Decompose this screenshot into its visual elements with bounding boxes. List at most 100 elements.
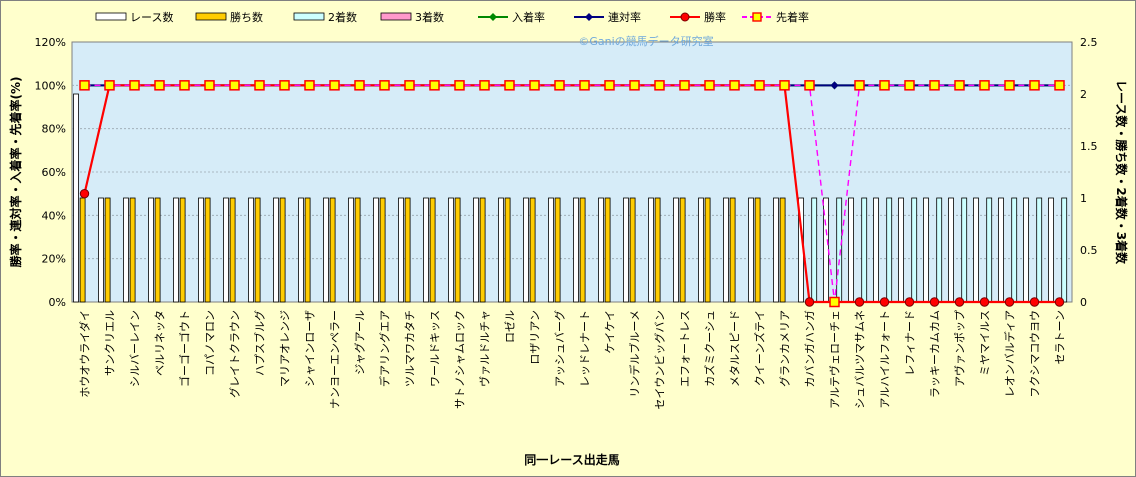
x-tick-label: ラッキーカムカム [929, 310, 942, 398]
marker-lead-rate [179, 80, 190, 91]
right-tick-label: 2 [1080, 88, 1087, 101]
bar-race-count [623, 197, 629, 303]
bar-race-count [748, 197, 754, 303]
bar-race-count [423, 197, 429, 303]
marker-lead-rate [454, 80, 465, 91]
x-tick-label: クイーンズテイ [753, 310, 767, 386]
legend-label: 2着数 [328, 10, 357, 24]
x-tick-label: ハプスブルグ [253, 310, 267, 376]
legend-marker [680, 12, 690, 22]
marker-lead-rate [1029, 80, 1040, 91]
marker-lead-rate [804, 80, 815, 91]
legend-marker [752, 12, 762, 22]
x-tick-label: マリアオレンジ [279, 310, 292, 387]
marker-win-rate [854, 297, 865, 307]
bar-wins [629, 197, 636, 303]
bar-wins [404, 197, 411, 303]
bar-race-count [173, 197, 179, 303]
bar-wins [304, 197, 311, 303]
legend-marker [489, 13, 497, 21]
marker-lead-rate [829, 296, 840, 308]
bar-race-count [198, 197, 204, 303]
bar-race-count [698, 197, 704, 303]
marker-lead-rate [429, 80, 440, 91]
bar-wins [429, 197, 436, 303]
bar-race-count [873, 197, 879, 303]
bar-wins [279, 197, 286, 303]
x-tick-label: デアリングエア [378, 310, 392, 387]
bar-second [811, 197, 818, 303]
bar-wins [754, 197, 761, 303]
left-tick-label: 0% [49, 296, 66, 309]
bar-wins [104, 197, 111, 303]
marker-lead-rate [104, 80, 115, 91]
right-axis-label: レース数・勝ち数・2着数・3着数 [1114, 80, 1129, 265]
left-tick-label: 40% [42, 209, 66, 222]
bar-wins [379, 197, 386, 303]
marker-lead-rate [629, 80, 640, 91]
left-axis-ticks: 0% 20% 40% 60% 80% 100% 120% [35, 36, 66, 309]
marker-win-rate [1029, 297, 1040, 307]
bar-race-count [673, 197, 679, 303]
x-tick-label: リンデルブルーメ [628, 310, 642, 398]
legend-swatch [95, 12, 127, 21]
x-tick-label: シュバルツマサムネ [854, 310, 867, 409]
bar-second [961, 197, 968, 303]
x-tick-label: ゴーゴーゴウト [178, 310, 192, 387]
legend-label: 入着率 [512, 10, 545, 24]
marker-lead-rate [579, 80, 590, 91]
marker-lead-rate [1054, 80, 1065, 91]
right-axis-ticks: 0 0.5 1 1.5 2 2.5 [1080, 36, 1098, 309]
bar-race-count [373, 197, 379, 303]
bar-race-count [773, 197, 779, 303]
lines [79, 80, 1065, 308]
x-tick-label: ロゼル [504, 310, 517, 343]
bar-wins [129, 197, 136, 303]
x-tick-label: ツルマワカタチ [404, 310, 417, 387]
bar-wins [654, 197, 661, 303]
marker-lead-rate [1004, 80, 1015, 91]
x-tick-label: ベルリネッタ [154, 310, 167, 376]
bar-race-count [898, 197, 904, 303]
marker-lead-rate [204, 80, 215, 91]
marker-win-rate [1004, 297, 1015, 307]
legend-label: 連対率 [608, 10, 641, 24]
marker-lead-rate [404, 80, 415, 91]
bar-wins [554, 197, 561, 303]
marker-win-rate [879, 297, 890, 307]
legend: レース数 勝ち数 2着数 3着数 入着率 連対率 勝率 先着率 [95, 10, 809, 24]
bar-race-count [548, 197, 554, 303]
bar-wins [504, 197, 511, 303]
x-tick-label: エフォートレス [679, 310, 692, 387]
marker-win-rate [929, 297, 940, 307]
marker-lead-rate [329, 80, 340, 91]
left-tick-label: 60% [42, 166, 66, 179]
marker-lead-rate [679, 80, 690, 91]
marker-lead-rate [754, 80, 765, 91]
right-tick-label: 1.5 [1080, 140, 1098, 153]
right-tick-label: 1 [1080, 192, 1087, 205]
bar-wins [579, 197, 586, 303]
bar-race-count [998, 197, 1004, 303]
marker-lead-rate [604, 80, 615, 91]
marker-lead-rate [79, 80, 90, 91]
bar-race-count [123, 197, 129, 303]
bar-wins [454, 197, 461, 303]
bar-race-count [723, 197, 729, 303]
x-tick-label: コパノマロン [204, 310, 217, 376]
bar-wins [329, 197, 336, 303]
bar-race-count [1023, 197, 1029, 303]
bar-wins [529, 197, 536, 303]
marker-lead-rate [479, 80, 490, 91]
x-tick-label: サンクリエル [104, 310, 117, 376]
x-tick-label: セイウンビッグバン [653, 310, 667, 410]
right-tick-label: 0.5 [1080, 244, 1098, 257]
marker-lead-rate [704, 80, 715, 91]
marker-lead-rate [254, 80, 265, 91]
legend-swatch [195, 12, 227, 21]
x-tick-label: ワールドキッス [429, 310, 442, 387]
bar-race-count [398, 197, 404, 303]
marker-lead-rate [154, 80, 165, 91]
x-tick-label: メタルスピード [729, 310, 742, 387]
bar-race-count [148, 197, 154, 303]
